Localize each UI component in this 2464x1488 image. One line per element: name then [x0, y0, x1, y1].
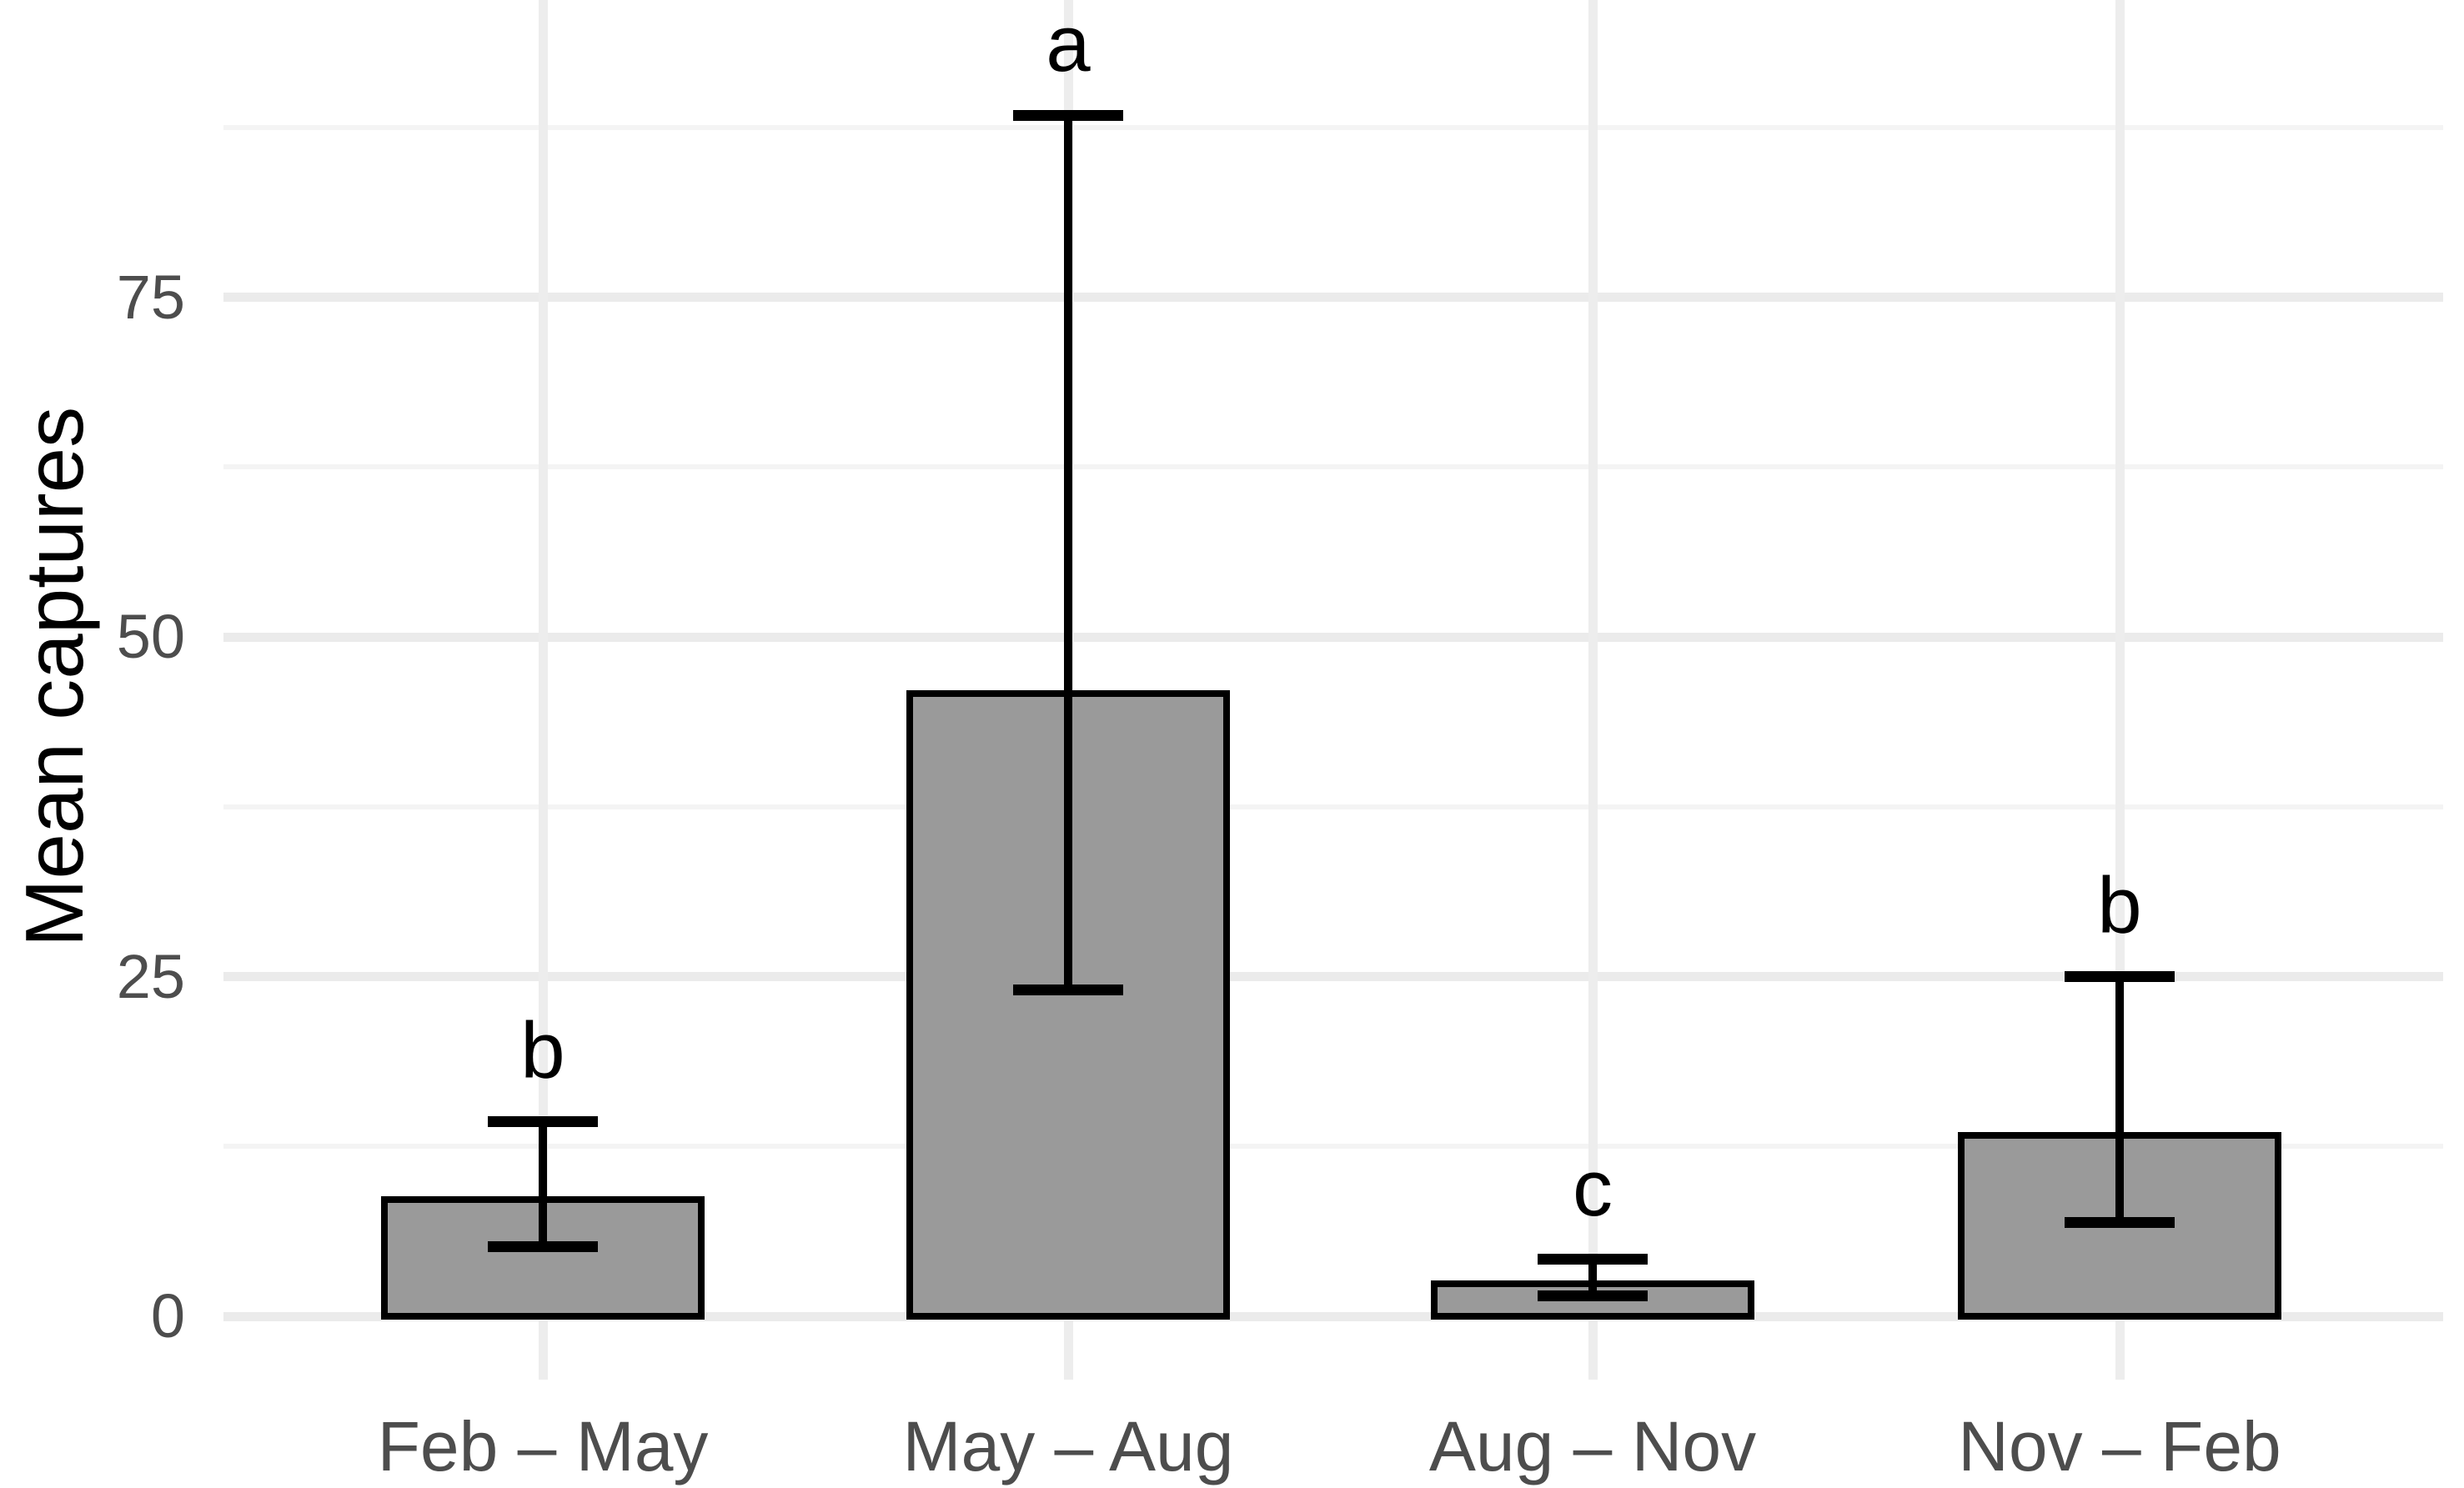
gridline-major-horizontal: [223, 1311, 2443, 1321]
gridline-minor-horizontal: [223, 464, 2443, 470]
error-bar-line: [1588, 1259, 1597, 1296]
error-bar-line: [2115, 976, 2124, 1223]
error-bar-cap-upper: [488, 1116, 598, 1128]
error-bar-cap-upper: [2065, 971, 2175, 982]
x-tick-label: May – Aug: [902, 1407, 1234, 1485]
y-tick-label: 0: [150, 1281, 185, 1350]
x-tick-label: Nov – Feb: [1958, 1407, 2281, 1485]
error-bar-cap-upper: [1538, 1254, 1648, 1265]
gridline-major-horizontal: [223, 293, 2443, 302]
error-bar-cap-lower: [488, 1241, 598, 1253]
error-bar-cap-lower: [1538, 1290, 1648, 1302]
error-bar-cap-lower: [1013, 984, 1123, 996]
gridline-vertical: [538, 0, 548, 1380]
y-tick-label: 25: [116, 941, 185, 1011]
gridline-minor-horizontal: [223, 1144, 2443, 1150]
significance-letter: b: [2097, 860, 2142, 950]
gridline-minor-horizontal: [223, 804, 2443, 809]
gridline-vertical: [1588, 0, 1598, 1380]
y-tick-label: 50: [116, 602, 185, 671]
gridline-minor-horizontal: [223, 124, 2443, 130]
x-tick-label: Feb – May: [377, 1407, 709, 1485]
significance-letter: b: [520, 1005, 565, 1095]
error-bar-line: [539, 1121, 547, 1247]
gridline-vertical: [2115, 0, 2125, 1380]
significance-letter: a: [1046, 0, 1091, 89]
gridline-major-horizontal: [223, 972, 2443, 981]
gridline-major-horizontal: [223, 632, 2443, 642]
significance-letter: c: [1573, 1143, 1613, 1233]
x-tick-label: Aug – Nov: [1428, 1407, 1757, 1485]
y-tick-label: 75: [116, 262, 185, 332]
error-bar-line: [1064, 115, 1072, 990]
error-bar-cap-lower: [2065, 1217, 2175, 1229]
error-bar-cap-upper: [1013, 109, 1123, 121]
